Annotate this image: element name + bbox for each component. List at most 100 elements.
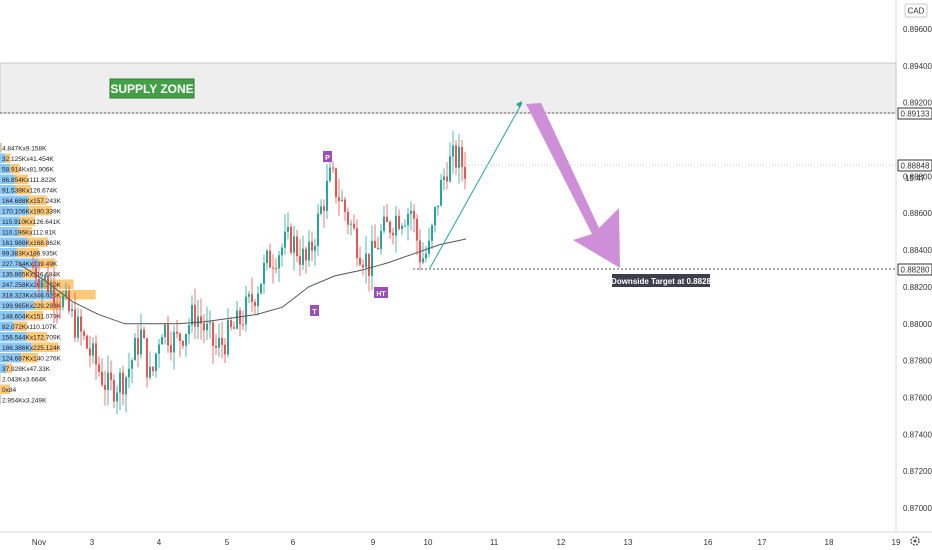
candle-body [326, 180, 328, 211]
projection-line[interactable] [429, 102, 523, 269]
currency-badge[interactable] [904, 3, 928, 18]
candle-body [236, 310, 238, 329]
candle-body [341, 199, 343, 202]
vp-bar-sell [16, 248, 40, 258]
price-tick-label: 0.88800 [903, 172, 932, 181]
candle-body [263, 263, 265, 284]
candle-body [455, 145, 457, 168]
candle-body [134, 337, 136, 361]
candle-body [122, 372, 124, 395]
price-tick-label: 0.88600 [903, 209, 932, 218]
candle-body [269, 250, 271, 268]
candle-body [215, 346, 217, 348]
vp-bar-sell [14, 174, 29, 184]
marker-p-bg [323, 151, 332, 162]
candle-body [203, 323, 205, 331]
candle-body [287, 226, 289, 232]
vp-bar-buy [0, 174, 15, 184]
candle-body [176, 331, 178, 334]
candle-body [167, 324, 169, 346]
candle-body [356, 228, 358, 258]
candle-body [404, 225, 406, 227]
vp-bar-sell [13, 321, 28, 331]
candle-body [350, 223, 352, 225]
vp-bar-sell [42, 279, 74, 289]
last-price-badge [897, 159, 932, 172]
candle-body [101, 371, 103, 385]
candle-body [299, 256, 301, 265]
vp-bar-sell [18, 227, 33, 237]
time-tick-label: 12 [557, 538, 566, 547]
vp-bar-buy [0, 321, 14, 331]
price-tick-label: 0.88200 [903, 283, 932, 292]
downside-arrow[interactable] [526, 103, 620, 268]
candle-body [137, 337, 139, 355]
time-tick-label: 19 [892, 538, 901, 547]
candle-body [149, 366, 151, 378]
vp-bar-buy [0, 342, 32, 352]
candle-body [47, 275, 49, 293]
candle-body [194, 305, 196, 327]
vp-bar-sell [21, 353, 39, 363]
candle-body [59, 306, 61, 308]
candle-body [200, 316, 202, 324]
candle-body [425, 253, 427, 259]
candle-body [347, 212, 349, 225]
time-tick-label: 18 [825, 538, 834, 547]
candle-body [398, 215, 400, 230]
vp-label: 110.196Kx112.81K [2, 230, 57, 237]
vp-bar-buy [0, 206, 29, 216]
price-axis[interactable]: 0.87000 0.87200 0.87400 0.87600 0.87800 0.880… [903, 25, 932, 513]
marker-ht-bg [374, 287, 388, 298]
vp-bar-sell [10, 164, 20, 174]
candle-body [458, 146, 460, 168]
vp-bar-buy [0, 279, 43, 289]
candle-body [446, 176, 448, 182]
candle-body [161, 337, 163, 345]
gear-icon[interactable] [910, 536, 920, 546]
candle-body [401, 225, 403, 230]
vp-bar-buy [0, 332, 27, 342]
price-tick-label: 0.87000 [903, 504, 932, 513]
vp-bar-buy [0, 258, 39, 268]
candle-body [146, 338, 148, 378]
candle-body [35, 267, 37, 279]
last-price-text: 0.88848 [901, 162, 930, 171]
price-tick-label: 0.89200 [903, 99, 932, 108]
candle-body [125, 377, 127, 395]
candle-body [185, 333, 187, 346]
supply-zone-label: SUPPLY ZONE [110, 82, 193, 96]
supply-zone-label-bg [109, 78, 195, 99]
candle-body [353, 223, 355, 229]
candle-body [416, 218, 418, 241]
vp-label: 58.914Kx81.906K [2, 167, 54, 174]
candle-body [77, 316, 79, 338]
price-tick-label: 0.87800 [903, 357, 932, 366]
time-tick-label: 11 [490, 538, 499, 547]
price-tick-label: 0.87200 [903, 467, 932, 476]
vp-bar-buy [0, 153, 6, 163]
candle-body [449, 156, 451, 182]
candle-body [260, 283, 262, 294]
candle-body [170, 345, 172, 353]
candle-body [428, 240, 430, 254]
candle-body [227, 320, 229, 355]
candle-body [413, 210, 415, 219]
time-axis[interactable]: Nov 3 4 5 6 9 10 11 12 13 16 17 18 19 [32, 538, 901, 547]
candle-body [56, 305, 58, 307]
candle-body [53, 284, 55, 306]
candle-body [293, 236, 295, 253]
candle-body [377, 247, 379, 250]
candle-body [254, 302, 256, 307]
candle-body [380, 231, 382, 250]
candle-body [335, 168, 337, 198]
candle-body [71, 309, 73, 312]
candle-body [284, 231, 286, 248]
vp-bar-buy [0, 248, 17, 258]
vp-bar-buy [0, 227, 19, 237]
candle-body [44, 275, 46, 280]
candle-body [338, 197, 340, 202]
candle-body [314, 245, 316, 251]
candle-body [359, 257, 361, 265]
